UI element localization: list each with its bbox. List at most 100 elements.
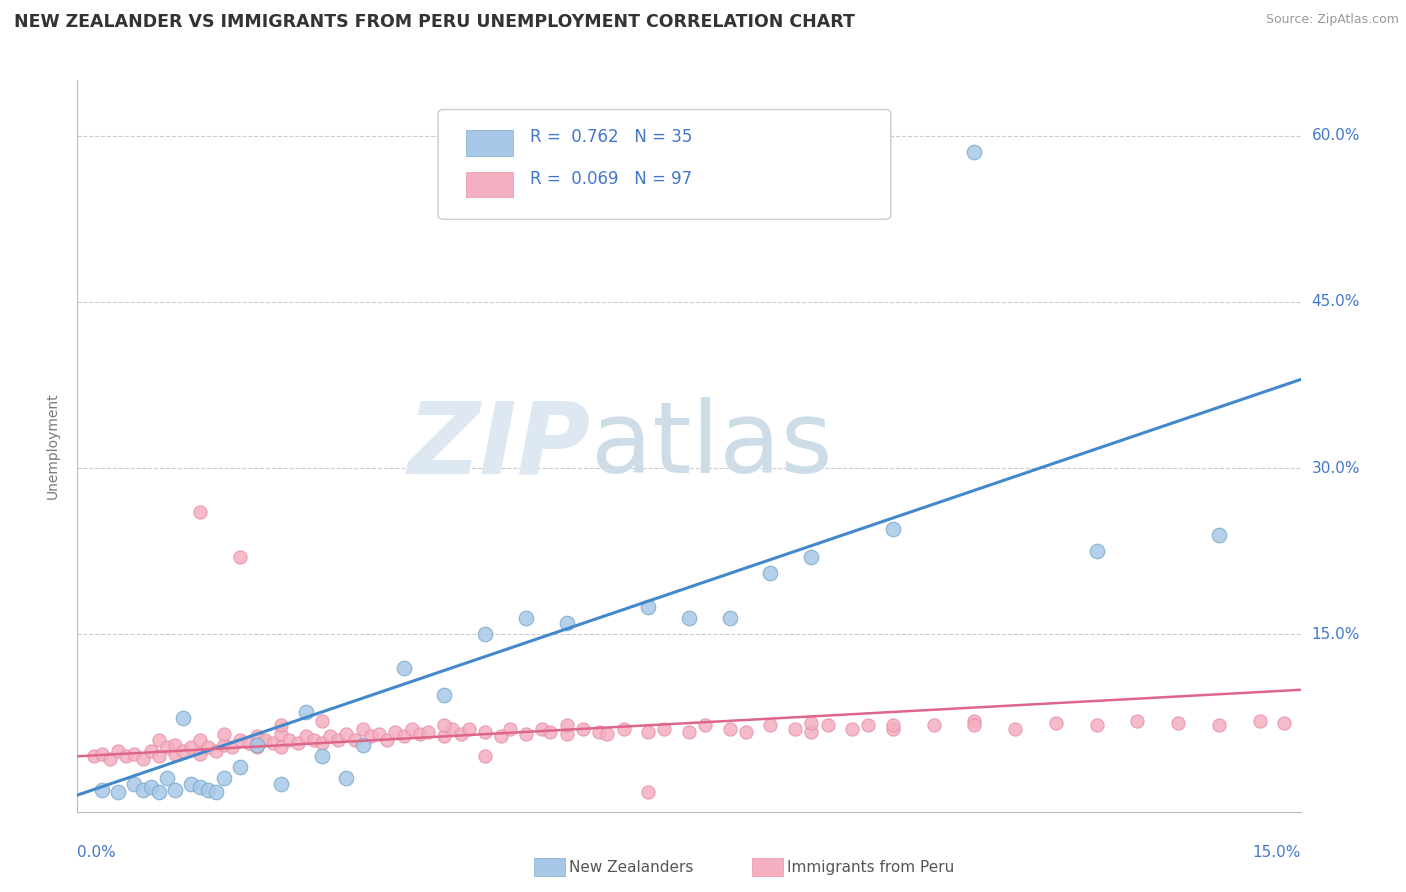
Text: New Zealanders: New Zealanders — [569, 860, 693, 874]
Point — [165, 738, 187, 752]
Point — [678, 725, 700, 739]
Point — [262, 736, 284, 750]
Point — [882, 718, 904, 732]
Point — [637, 725, 659, 739]
Point — [238, 736, 260, 750]
Point — [654, 722, 676, 736]
Point — [205, 785, 228, 799]
Point — [588, 725, 610, 739]
Point — [115, 749, 138, 764]
Point — [165, 747, 187, 761]
Point — [229, 732, 252, 747]
Point — [596, 727, 619, 741]
Point — [963, 718, 986, 732]
Point — [441, 722, 464, 736]
Point — [1208, 527, 1230, 541]
Point — [246, 740, 269, 755]
Point — [1085, 718, 1108, 732]
Point — [139, 744, 162, 758]
Point — [531, 722, 554, 736]
Point — [311, 736, 333, 750]
Point — [416, 725, 439, 739]
Point — [212, 738, 235, 752]
Point — [433, 689, 456, 703]
Point — [401, 722, 423, 736]
Point — [783, 722, 806, 736]
FancyBboxPatch shape — [467, 171, 513, 197]
Point — [188, 747, 211, 761]
Point — [718, 722, 741, 736]
Point — [759, 566, 782, 581]
Point — [613, 722, 636, 736]
Point — [148, 749, 170, 764]
Point — [718, 611, 741, 625]
Point — [270, 718, 292, 732]
Point — [352, 738, 374, 752]
Text: 15.0%: 15.0% — [1253, 845, 1301, 860]
FancyBboxPatch shape — [439, 110, 891, 219]
Point — [148, 785, 170, 799]
Point — [180, 740, 202, 755]
Point — [253, 732, 276, 747]
Point — [1126, 714, 1149, 728]
Point — [90, 747, 112, 761]
Point — [270, 740, 292, 755]
Point — [343, 732, 366, 747]
Point — [1208, 718, 1230, 732]
Text: 0.0%: 0.0% — [77, 845, 117, 860]
Point — [882, 722, 904, 736]
Text: 60.0%: 60.0% — [1312, 128, 1360, 144]
Point — [246, 730, 269, 744]
Point — [302, 732, 325, 747]
Point — [637, 599, 659, 614]
Point — [375, 732, 398, 747]
Text: R =  0.762   N = 35: R = 0.762 N = 35 — [530, 128, 692, 146]
Point — [311, 714, 333, 728]
Point — [800, 549, 823, 564]
Point — [90, 782, 112, 797]
Point — [572, 722, 595, 736]
Point — [311, 749, 333, 764]
Point — [172, 710, 194, 724]
Point — [1045, 716, 1067, 731]
Point — [278, 732, 301, 747]
Point — [328, 732, 350, 747]
Point — [474, 749, 496, 764]
Point — [229, 549, 252, 564]
Point — [963, 145, 986, 160]
Point — [212, 727, 235, 741]
Point — [335, 727, 357, 741]
Point — [287, 736, 309, 750]
Point — [922, 718, 945, 732]
Point — [124, 777, 146, 791]
Text: NEW ZEALANDER VS IMMIGRANTS FROM PERU UNEMPLOYMENT CORRELATION CHART: NEW ZEALANDER VS IMMIGRANTS FROM PERU UN… — [14, 13, 855, 31]
Point — [352, 722, 374, 736]
Point — [409, 727, 432, 741]
Point — [83, 749, 105, 764]
Text: 30.0%: 30.0% — [1312, 460, 1360, 475]
Point — [817, 718, 839, 732]
Point — [221, 740, 243, 755]
Point — [180, 777, 202, 791]
Point — [294, 730, 316, 744]
Point — [555, 616, 578, 631]
Point — [188, 732, 211, 747]
Point — [294, 705, 316, 719]
Point — [156, 772, 179, 786]
Text: Source: ZipAtlas.com: Source: ZipAtlas.com — [1265, 13, 1399, 27]
Point — [1272, 716, 1295, 731]
Point — [498, 722, 520, 736]
Point — [188, 506, 211, 520]
Point — [515, 727, 537, 741]
Point — [335, 772, 357, 786]
Point — [735, 725, 758, 739]
Point — [678, 611, 700, 625]
Point — [107, 785, 129, 799]
Point — [319, 730, 342, 744]
Point — [433, 718, 456, 732]
Point — [1167, 716, 1189, 731]
Point — [172, 744, 194, 758]
Point — [270, 777, 292, 791]
Text: ZIP: ZIP — [408, 398, 591, 494]
Point — [555, 718, 578, 732]
